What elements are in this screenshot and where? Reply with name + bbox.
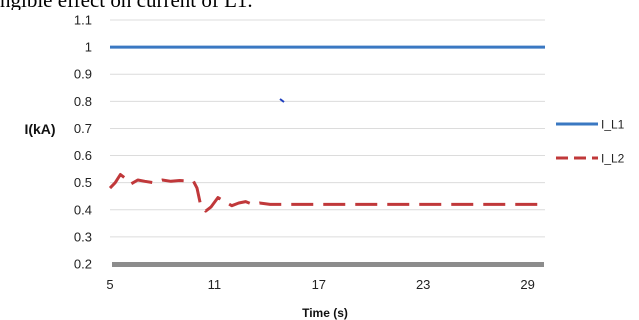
y-tick-label: 0.3 <box>74 229 92 244</box>
y-tick-label: 0.9 <box>74 67 92 82</box>
x-tick-label: 29 <box>520 277 534 292</box>
y-tick-label: 0.6 <box>74 148 92 163</box>
caption-fragment: ngible effect on current of L1. <box>0 0 639 10</box>
x-tick-label: 11 <box>208 277 222 292</box>
x-tick-labels: 5 11 17 23 29 <box>106 277 534 292</box>
legend-entry-2: I_L2 <box>601 152 625 166</box>
series-group <box>108 45 545 213</box>
grid-lines <box>110 19 545 238</box>
y-axis-label: I(kA) <box>24 121 55 137</box>
series-line-2 <box>108 173 545 213</box>
x-tick-label: 5 <box>106 277 113 292</box>
y-tick-label: 0.5 <box>74 175 92 190</box>
legend: I_L1 I_L2 <box>556 118 625 166</box>
y-tick-labels: 0.2 0.3 0.4 0.5 0.6 0.7 0.8 0.9 1 1.1 <box>74 13 92 272</box>
y-tick-label: 0.7 <box>74 121 92 136</box>
x-axis-bar <box>112 262 544 267</box>
y-tick-label: 0.8 <box>74 94 92 109</box>
stray-mark <box>279 98 285 103</box>
x-tick-label: 23 <box>416 277 430 292</box>
legend-entry-1: I_L1 <box>601 118 625 132</box>
x-tick-label: 17 <box>312 277 326 292</box>
y-tick-label: 1 <box>85 40 92 55</box>
x-axis-label: Time (s) <box>302 306 348 320</box>
y-tick-label: 0.2 <box>74 257 92 272</box>
y-tick-label: 0.4 <box>74 202 92 217</box>
y-tick-label: 1.1 <box>74 13 92 28</box>
